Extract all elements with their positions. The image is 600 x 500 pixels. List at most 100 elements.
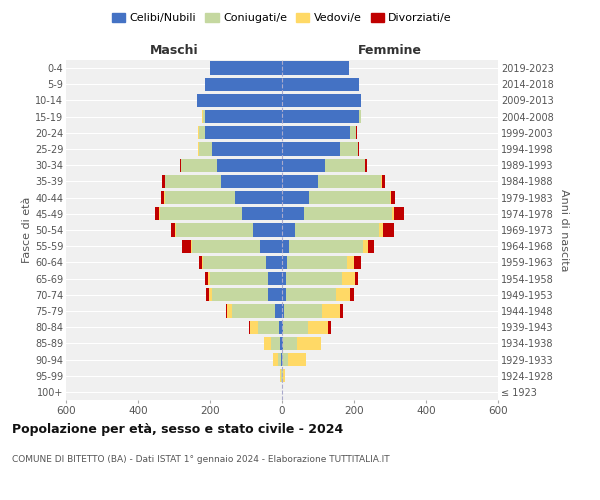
- Bar: [165, 191, 235, 204]
- Bar: [340, 142, 358, 156]
- Bar: [322, 304, 340, 318]
- Bar: [282, 62, 349, 74]
- Bar: [205, 110, 282, 124]
- Bar: [162, 175, 164, 188]
- Bar: [264, 336, 271, 350]
- Bar: [171, 224, 175, 236]
- Bar: [250, 320, 257, 334]
- Bar: [203, 110, 205, 124]
- Bar: [309, 191, 390, 204]
- Bar: [161, 191, 164, 204]
- Bar: [365, 158, 367, 172]
- Bar: [282, 158, 325, 172]
- Bar: [350, 288, 354, 302]
- Bar: [159, 207, 160, 220]
- Bar: [197, 94, 282, 107]
- Bar: [198, 142, 199, 156]
- Bar: [282, 175, 318, 188]
- Bar: [182, 240, 191, 253]
- Bar: [283, 369, 285, 382]
- Bar: [227, 304, 232, 318]
- Bar: [289, 240, 363, 253]
- Y-axis label: Fasce di età: Fasce di età: [22, 197, 32, 263]
- Bar: [383, 224, 394, 236]
- Bar: [390, 191, 391, 204]
- Bar: [282, 256, 287, 269]
- Bar: [199, 126, 205, 140]
- Bar: [249, 320, 250, 334]
- Bar: [226, 304, 227, 318]
- Bar: [155, 207, 159, 220]
- Bar: [328, 320, 331, 334]
- Legend: Celibi/Nubili, Coniugati/e, Vedovi/e, Divorziati/e: Celibi/Nubili, Coniugati/e, Vedovi/e, Di…: [107, 8, 457, 28]
- Bar: [208, 272, 210, 285]
- Bar: [286, 272, 342, 285]
- Bar: [273, 353, 278, 366]
- Bar: [282, 320, 283, 334]
- Bar: [342, 272, 355, 285]
- Bar: [283, 353, 288, 366]
- Bar: [212, 288, 268, 302]
- Bar: [175, 224, 176, 236]
- Bar: [278, 353, 281, 366]
- Bar: [271, 336, 280, 350]
- Bar: [304, 207, 392, 220]
- Bar: [288, 353, 306, 366]
- Bar: [282, 142, 340, 156]
- Text: COMUNE DI BITETTO (BA) - Dati ISTAT 1° gennaio 2024 - Elaborazione TUTTITALIA.IT: COMUNE DI BITETTO (BA) - Dati ISTAT 1° g…: [12, 455, 389, 464]
- Bar: [253, 224, 282, 236]
- Bar: [282, 110, 359, 124]
- Bar: [359, 110, 361, 124]
- Bar: [242, 207, 282, 220]
- Bar: [275, 304, 282, 318]
- Bar: [282, 336, 283, 350]
- Bar: [363, 240, 368, 253]
- Bar: [379, 224, 383, 236]
- Bar: [391, 191, 395, 204]
- Bar: [282, 304, 284, 318]
- Bar: [318, 175, 381, 188]
- Bar: [325, 158, 365, 172]
- Bar: [320, 336, 321, 350]
- Bar: [257, 320, 279, 334]
- Bar: [205, 272, 208, 285]
- Bar: [355, 272, 358, 285]
- Bar: [176, 224, 253, 236]
- Bar: [282, 240, 289, 253]
- Bar: [210, 272, 268, 285]
- Bar: [282, 191, 309, 204]
- Bar: [358, 142, 359, 156]
- Bar: [282, 288, 286, 302]
- Bar: [210, 62, 282, 74]
- Bar: [199, 256, 202, 269]
- Bar: [284, 304, 322, 318]
- Bar: [368, 240, 374, 253]
- Bar: [209, 288, 212, 302]
- Bar: [280, 369, 281, 382]
- Bar: [279, 320, 282, 334]
- Bar: [347, 256, 354, 269]
- Bar: [232, 304, 275, 318]
- Bar: [282, 224, 295, 236]
- Bar: [282, 94, 361, 107]
- Bar: [205, 78, 282, 91]
- Bar: [181, 158, 217, 172]
- Bar: [287, 256, 347, 269]
- Bar: [382, 175, 385, 188]
- Bar: [295, 224, 379, 236]
- Bar: [268, 272, 282, 285]
- Bar: [340, 304, 343, 318]
- Bar: [205, 126, 282, 140]
- Text: Femmine: Femmine: [358, 44, 422, 57]
- Bar: [199, 142, 212, 156]
- Bar: [206, 288, 209, 302]
- Text: Popolazione per età, sesso e stato civile - 2024: Popolazione per età, sesso e stato civil…: [12, 422, 343, 436]
- Bar: [268, 288, 282, 302]
- Bar: [286, 288, 336, 302]
- Bar: [283, 320, 308, 334]
- Bar: [192, 240, 260, 253]
- Bar: [282, 78, 359, 91]
- Bar: [282, 207, 304, 220]
- Y-axis label: Anni di nascita: Anni di nascita: [559, 188, 569, 271]
- Bar: [381, 175, 382, 188]
